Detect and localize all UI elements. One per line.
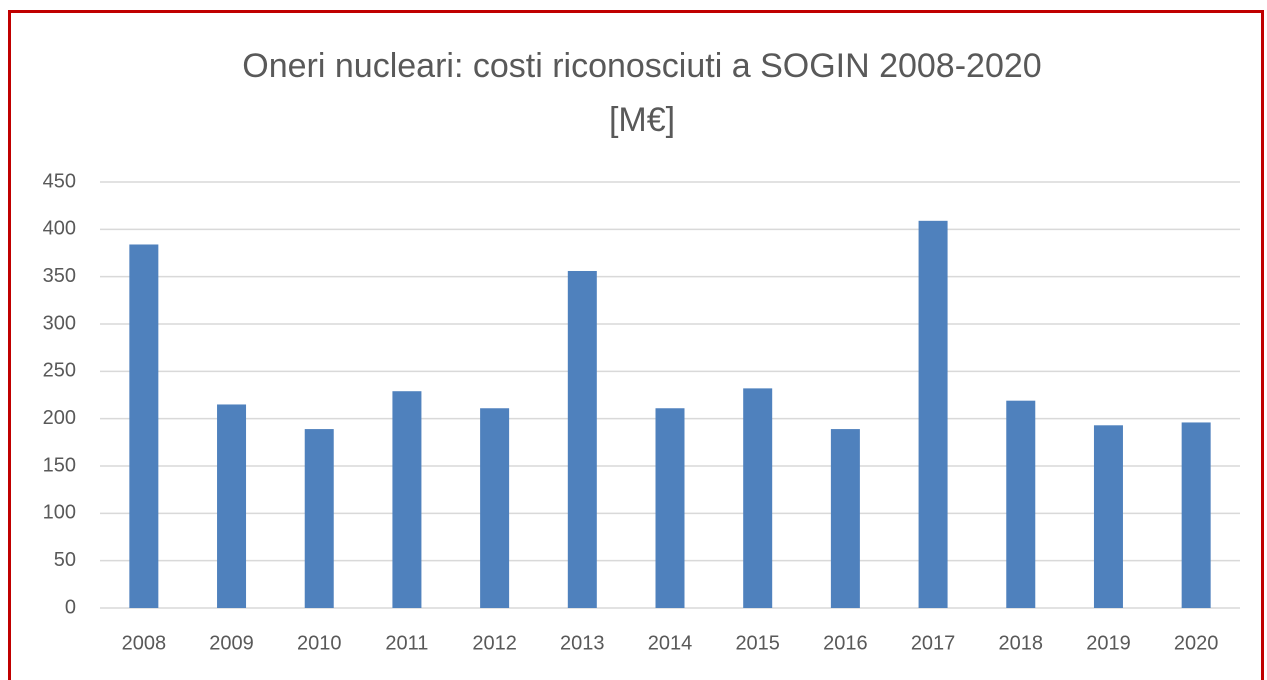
bar xyxy=(304,429,334,608)
frame xyxy=(8,10,1264,680)
bar xyxy=(480,408,510,608)
y-tick-label: 350 xyxy=(43,265,76,287)
x-tick-label: 2016 xyxy=(823,632,868,654)
bar xyxy=(129,244,159,609)
x-tick-label: 2020 xyxy=(1174,632,1219,654)
x-tick-label: 2014 xyxy=(648,632,693,654)
x-tick-label: 2008 xyxy=(122,632,167,654)
x-tick-label: 2009 xyxy=(209,632,254,654)
bar xyxy=(655,408,685,608)
x-tick-label: 2015 xyxy=(735,632,780,654)
x-tick-label: 2018 xyxy=(999,632,1044,654)
y-tick-label: 50 xyxy=(54,549,76,571)
bar xyxy=(743,388,773,608)
bar xyxy=(392,391,422,608)
chart-subtitle: [M€] xyxy=(609,101,675,139)
x-tick-label: 2011 xyxy=(385,632,428,654)
bar xyxy=(1181,422,1211,608)
chart-title: Oneri nucleari: costi riconosciuti a SOG… xyxy=(242,47,1041,85)
bar xyxy=(830,429,860,608)
bar xyxy=(1006,400,1036,608)
y-tick-label: 200 xyxy=(43,407,76,429)
x-tick-label: 2010 xyxy=(297,632,342,654)
y-tick-label: 150 xyxy=(43,454,76,476)
bar xyxy=(567,270,597,608)
bar xyxy=(217,404,247,608)
x-tick-label: 2017 xyxy=(911,632,956,654)
x-tick-label: 2019 xyxy=(1086,632,1131,654)
y-tick-label: 0 xyxy=(65,596,76,618)
x-tick-label: 2013 xyxy=(560,632,605,654)
y-tick-label: 250 xyxy=(43,360,76,382)
y-tick-label: 400 xyxy=(43,218,76,240)
x-tick-label: 2012 xyxy=(472,632,517,654)
bar xyxy=(1093,425,1123,608)
y-tick-label: 100 xyxy=(43,502,76,524)
y-tick-label: 450 xyxy=(43,170,76,192)
y-tick-label: 300 xyxy=(43,312,76,334)
bar xyxy=(918,220,948,608)
